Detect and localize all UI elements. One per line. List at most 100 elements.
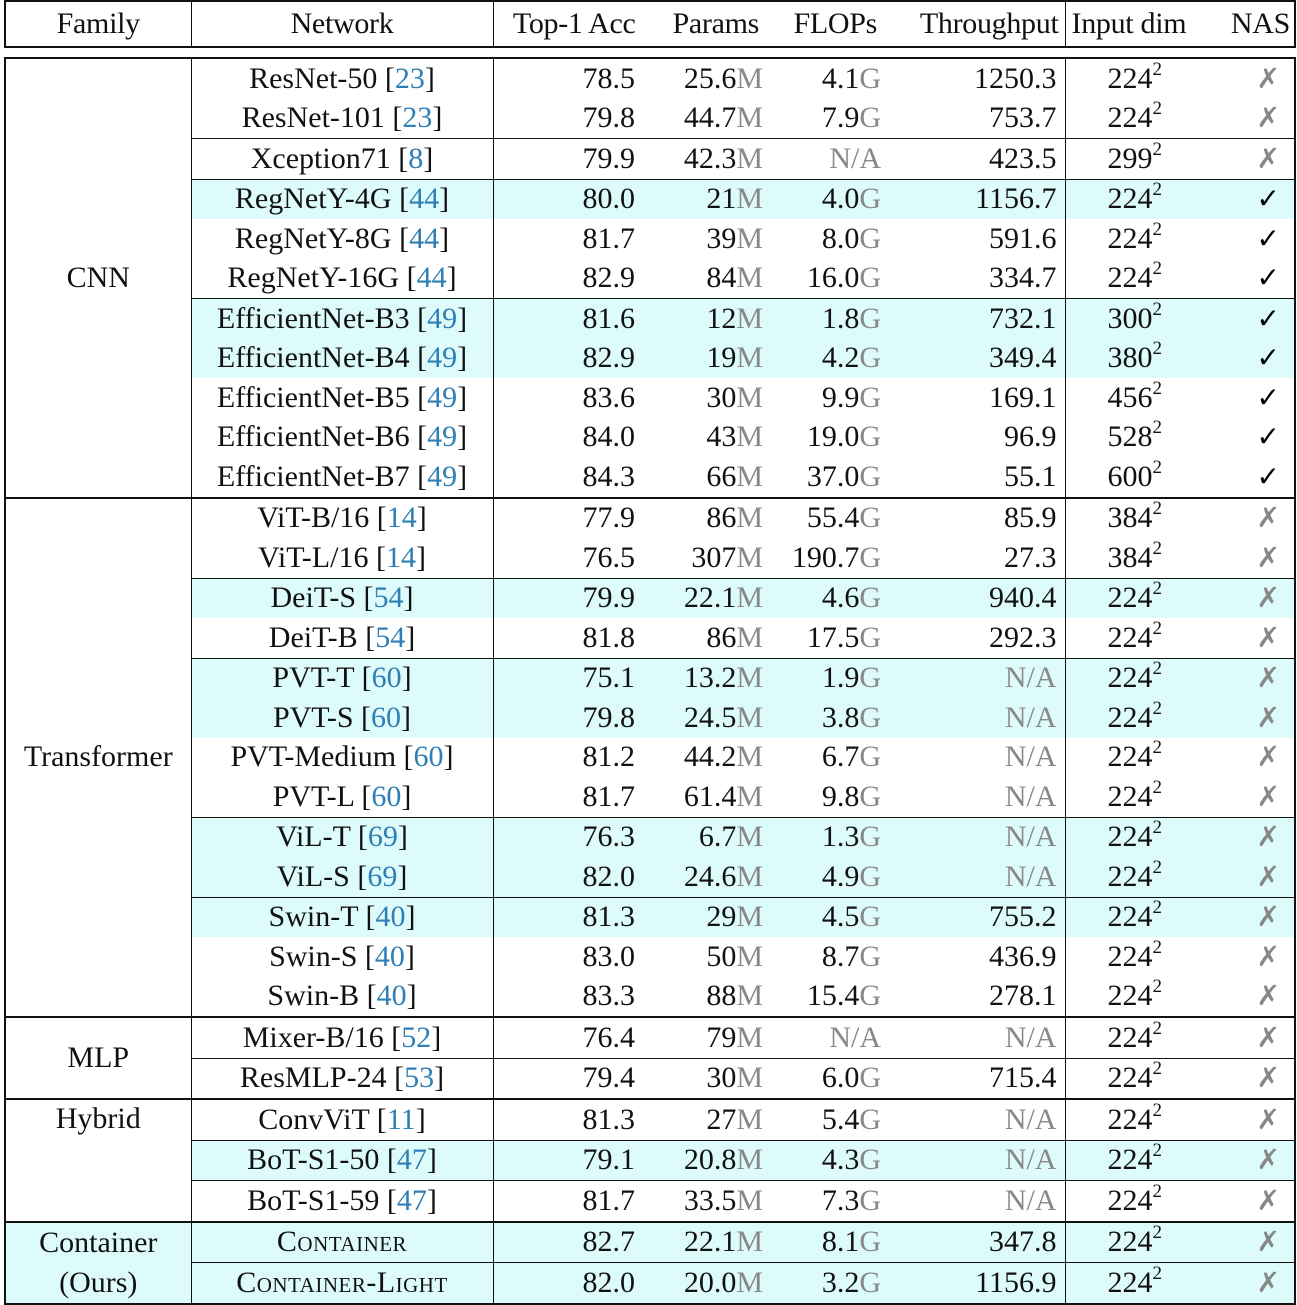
network-cell: EfficientNet-B4 [49] bbox=[191, 338, 494, 378]
flops-value: 3.8 bbox=[821, 700, 860, 734]
throughput-value: 591.6 bbox=[989, 221, 1057, 255]
nas-cell: ✗ bbox=[1215, 777, 1295, 817]
table-row: Transformer ViT-B/16 [14] 77.9 86M 55.4G 85.9… bbox=[5, 496, 1295, 1017]
table-row: ViT-L/16 [14] 76.5 307M 190.7G 27.3 3842 ✗ bbox=[5, 538, 1295, 578]
input-dim-cell: 2242 bbox=[1065, 657, 1215, 698]
flops-unit: G bbox=[859, 341, 881, 375]
table-row: DeiT-B [54] 81.8 86M 17.5G 292.3 2242 ✗ bbox=[5, 618, 1295, 658]
nas-cell: ✗ bbox=[1215, 698, 1295, 738]
params-unit: M bbox=[736, 1265, 763, 1299]
citation-link: 47 bbox=[396, 1183, 427, 1217]
flops-unit: G bbox=[859, 820, 881, 854]
input-dim-cell: 2242 bbox=[1065, 99, 1215, 139]
citation-link: 69 bbox=[367, 820, 398, 854]
params-value: 24.5 bbox=[683, 700, 737, 734]
table-row: RegNetY-8G [44] 81.7 39M 8.0G 591.6 2242 ✓ bbox=[5, 219, 1295, 259]
header-params: Params bbox=[653, 0, 763, 48]
throughput-value: 1156.9 bbox=[975, 1265, 1057, 1299]
throughput-value: 732.1 bbox=[989, 301, 1057, 335]
throughput-cell: 591.6 bbox=[881, 219, 1066, 259]
network-cell: RegNetY-8G [44] bbox=[191, 219, 494, 259]
top1-acc-cell: 83.3 bbox=[582, 979, 636, 1013]
throughput-value: 349.4 bbox=[989, 341, 1057, 375]
throughput-cell: N/A bbox=[881, 857, 1066, 897]
input-dim-value: 224 bbox=[1107, 661, 1153, 695]
input-dim-value: 224 bbox=[1107, 1061, 1153, 1095]
flops-cell: 19.0G bbox=[763, 418, 881, 458]
input-dim-cell: 2242 bbox=[1065, 896, 1215, 937]
citation-link: 69 bbox=[367, 859, 398, 893]
flops-cell: 4.5G bbox=[763, 896, 881, 937]
params-unit: M bbox=[736, 540, 763, 574]
citation-link: 54 bbox=[375, 620, 406, 654]
flops-unit: G bbox=[859, 459, 881, 493]
flops-cell: 55.4G bbox=[763, 496, 881, 538]
top1-acc-cell: 79.4 bbox=[493, 1057, 653, 1099]
network-name: ViT-B/16 bbox=[257, 501, 370, 535]
params-cell: 50M bbox=[653, 937, 763, 977]
citation-link: 60 bbox=[371, 700, 402, 734]
throughput-value: 423.5 bbox=[989, 141, 1057, 175]
flops-cell: 6.7G bbox=[763, 738, 881, 778]
top1-acc-cell: 75.1 bbox=[493, 657, 653, 698]
params-unit: M bbox=[736, 1020, 763, 1054]
table-row: EfficientNet-B5 [49] 83.6 30M 9.9G 169.1 4562… bbox=[5, 378, 1295, 418]
table-row: ViL-T [69] 76.3 6.7M 1.3G N/A 2242 ✗ bbox=[5, 816, 1295, 857]
network-name: ConvViT bbox=[258, 1102, 370, 1136]
network-cell: Swin-S [40] bbox=[191, 937, 494, 977]
throughput-cell: 55.1 bbox=[881, 457, 1066, 498]
input-dim-exponent: 2 bbox=[1152, 377, 1163, 399]
table-row: BoT-S1-59 [47] 81.7 33.5M 7.3G N/A 2242 ✗ bbox=[5, 1180, 1295, 1222]
cross-icon: ✗ bbox=[1256, 661, 1280, 695]
input-dim-value: 224 bbox=[1107, 859, 1153, 893]
citation-link: 60 bbox=[413, 740, 444, 774]
citation-link: 60 bbox=[371, 779, 402, 813]
cross-icon: ✗ bbox=[1256, 820, 1280, 854]
checkmark-icon: ✓ bbox=[1256, 420, 1280, 454]
params-unit: M bbox=[736, 61, 763, 95]
throughput-cell: N/A bbox=[881, 816, 1066, 857]
network-cell: Container-Light bbox=[191, 1262, 494, 1304]
params-cell: 30M bbox=[653, 378, 763, 418]
throughput-cell: N/A bbox=[881, 1139, 1066, 1181]
citation-link: 8 bbox=[408, 141, 424, 175]
params-unit: M bbox=[736, 301, 763, 335]
page: Family Network Top-1 Acc Params FLOPs Th… bbox=[4, 0, 1296, 1305]
params-cell: 29M bbox=[653, 896, 763, 937]
family-cell: Transformer bbox=[5, 496, 192, 1017]
input-dim-exponent: 2 bbox=[1152, 897, 1163, 919]
input-dim-cell: 2992 bbox=[1065, 138, 1215, 179]
params-unit: M bbox=[736, 779, 763, 813]
citation-link: 49 bbox=[427, 459, 458, 493]
top1-acc-cell: 82.9 bbox=[493, 338, 653, 378]
params-value: 79 bbox=[706, 1020, 737, 1054]
table-row: RegNetY-16G [44] 82.9 84M 16.0G 334.7 2242 ✓ bbox=[5, 258, 1295, 299]
citation-link: 14 bbox=[385, 540, 416, 574]
input-dim-value: 224 bbox=[1107, 820, 1153, 854]
table-row: Swin-B [40] 83.3 88M 15.4G 278.1 2242 ✗ bbox=[5, 976, 1295, 1018]
cross-icon: ✗ bbox=[1256, 501, 1280, 535]
throughput-value: N/A bbox=[1004, 779, 1057, 813]
cross-icon: ✗ bbox=[1256, 581, 1280, 615]
network-name: EfficientNet-B6 bbox=[216, 420, 410, 454]
network-cell: Xception71 [8] bbox=[191, 138, 494, 179]
network-name: Mixer-B/16 bbox=[242, 1020, 384, 1054]
nas-cell: ✗ bbox=[1215, 657, 1295, 698]
citation-link: 23 bbox=[402, 101, 433, 135]
citation-link: 14 bbox=[386, 501, 417, 535]
input-dim-exponent: 2 bbox=[1152, 498, 1163, 520]
input-dim-exponent: 2 bbox=[1152, 537, 1163, 559]
header-top1-acc: Top-1 Acc bbox=[493, 0, 653, 48]
top1-acc-cell: 79.8 bbox=[582, 101, 636, 135]
flops-value: 9.8 bbox=[821, 779, 860, 813]
cross-icon: ✗ bbox=[1256, 700, 1280, 734]
network-cell: ResNet-101 [23] bbox=[191, 98, 494, 139]
cross-icon: ✗ bbox=[1256, 1183, 1280, 1217]
params-cell: 12M bbox=[653, 298, 763, 339]
top1-acc-cell: 79.9 bbox=[493, 138, 653, 179]
family-label: Hybrid bbox=[55, 1102, 141, 1135]
params-cell: 88M bbox=[653, 977, 763, 1018]
family-cell: Container (Ours) bbox=[5, 1220, 192, 1304]
cross-icon: ✗ bbox=[1256, 740, 1280, 774]
network-name: DeiT-S bbox=[270, 581, 357, 615]
